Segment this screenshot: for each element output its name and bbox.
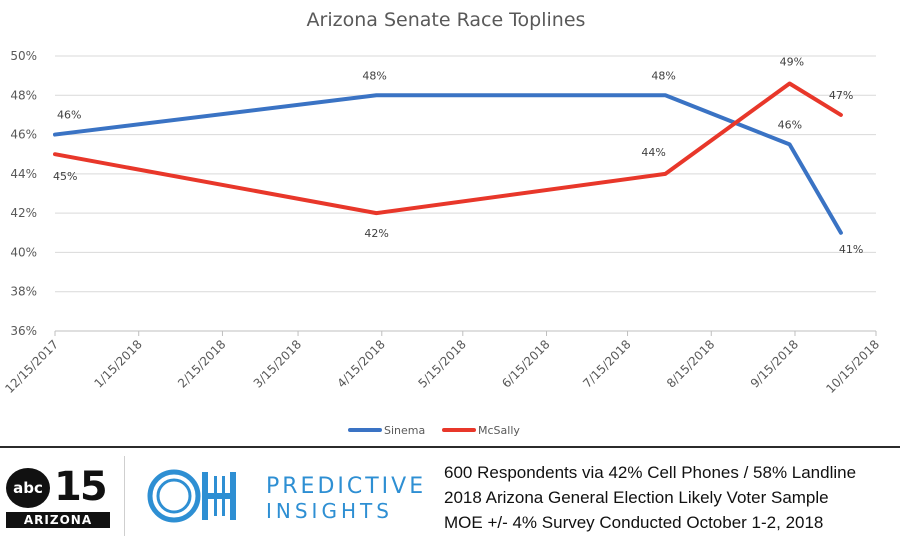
data-label-mcsally: 42% — [364, 227, 388, 240]
x-tick-label: 7/15/2018 — [580, 337, 633, 390]
note-respondents: 600 Respondents via 42% Cell Phones / 58… — [444, 463, 857, 482]
x-tick-label: 5/15/2018 — [416, 337, 469, 390]
y-tick-label: 44% — [10, 167, 37, 181]
data-label-mcsally: 45% — [53, 170, 77, 183]
series-line-mcsally — [53, 81, 843, 216]
data-label-sinema: 41% — [839, 243, 863, 256]
data-label-mcsally: 44% — [641, 146, 665, 159]
data-labels: 46% 48% 48% 46% 41% 45% 42% 44% 49% 47% — [53, 56, 863, 256]
y-tick-label: 38% — [10, 285, 37, 299]
gridlines — [54, 55, 877, 336]
abc15-arizona-logo: abc 15 ARIZONA — [6, 464, 110, 530]
data-label-mcsally: 47% — [829, 89, 853, 102]
chart-title: Arizona Senate Race Toplines — [307, 9, 586, 31]
x-tick-label: 12/15/2017 — [2, 337, 61, 396]
abc-state-bar: ARIZONA — [6, 512, 110, 528]
note-moe: MOE +/- 4% Survey Conducted October 1-2,… — [444, 513, 824, 532]
x-tick-label: 3/15/2018 — [251, 337, 304, 390]
survey-notes: 600 Respondents via 42% Cell Phones / 58… — [444, 460, 894, 535]
x-axis-ticks: 12/15/2017 1/15/2018 2/15/2018 3/15/2018 4/1… — [2, 337, 882, 396]
x-tick-label: 10/15/2018 — [823, 337, 882, 396]
data-label-sinema: 48% — [651, 69, 675, 82]
series-line-sinema — [53, 93, 843, 235]
x-tick-label: 6/15/2018 — [499, 337, 552, 390]
data-label-sinema: 46% — [778, 118, 802, 131]
predictive-text: PREDICTIVE — [266, 474, 427, 499]
x-tick-label: 4/15/2018 — [334, 337, 387, 390]
legend-label-sinema: Sinema — [384, 424, 425, 437]
y-tick-label: 46% — [10, 128, 37, 142]
y-axis-ticks: 50% 48% 46% 44% 42% 40% 38% 36% — [10, 49, 37, 338]
legend-label-mcsally: McSally — [478, 424, 520, 437]
line-chart: Arizona Senate Race Toplines 50% 48% 46% 44… — [2, 9, 882, 437]
footer-divider — [0, 446, 900, 448]
oh-monogram-icon — [147, 469, 236, 523]
chart-legend: Sinema McSally — [348, 424, 520, 437]
y-tick-label: 48% — [10, 88, 37, 102]
x-tick-label: 2/15/2018 — [175, 337, 228, 390]
data-label-mcsally: 49% — [780, 56, 804, 69]
x-tick-label: 8/15/2018 — [664, 337, 717, 390]
series-lines — [53, 81, 843, 235]
logo-separator — [124, 456, 125, 536]
y-tick-label: 42% — [10, 206, 37, 220]
x-tick-label: 9/15/2018 — [748, 337, 801, 390]
y-tick-label: 50% — [10, 49, 37, 63]
oh-predictive-insights-logo — [144, 466, 254, 526]
y-tick-label: 36% — [10, 324, 37, 338]
data-label-sinema: 48% — [362, 69, 386, 82]
data-label-sinema: 46% — [57, 109, 81, 122]
channel-number: 15 — [54, 464, 108, 510]
abc-network-mark: abc — [6, 468, 50, 508]
note-sample: 2018 Arizona General Election Likely Vot… — [444, 488, 829, 507]
x-tick-label: 1/15/2018 — [91, 337, 144, 390]
y-tick-label: 40% — [10, 245, 37, 259]
footer: abc 15 ARIZONA PREDICTIVE INSIGHTS 600 R… — [0, 448, 900, 541]
insights-text: INSIGHTS — [266, 499, 393, 523]
